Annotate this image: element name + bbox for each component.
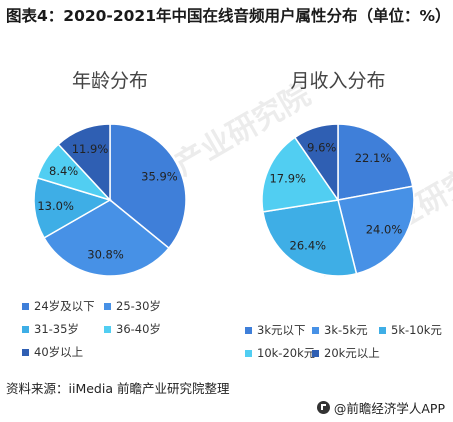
- pie-slice: [262, 199, 358, 277]
- legend-label: 25-30岁: [116, 299, 161, 313]
- legend-label: 40岁以上: [34, 345, 84, 359]
- figure-title: 图表4：2020-2021年中国在线音频用户属性分布（单位：%）: [6, 7, 451, 25]
- slice-label: 17.9%: [269, 171, 306, 185]
- age-chart-title: 年龄分布: [71, 70, 148, 92]
- legend-label: 3k元以下: [257, 323, 306, 337]
- legend-item: 10k-20k元: [245, 345, 315, 361]
- legend-swatch: [22, 348, 29, 356]
- legend-item: 3k元以下: [245, 322, 305, 338]
- pie-slice: [293, 123, 339, 203]
- slice-label: 30.8%: [87, 248, 124, 262]
- legend-swatch: [312, 349, 319, 357]
- legend-item: 25-30岁: [104, 298, 161, 314]
- legend-label: 20k元以上: [324, 346, 380, 360]
- income-pie-chart: 22.1% 24.0% 26.4% 17.9% 9.6%: [261, 123, 415, 277]
- legend-label: 10k-20k元: [257, 346, 316, 360]
- brand-credit: @前瞻经济学人APP: [316, 398, 445, 417]
- legend-label: 3k-5k元: [324, 323, 368, 337]
- pie-slice: [337, 123, 414, 201]
- age-pie-chart: 35.9% 30.8% 13.0% 8.4% 11.9%: [33, 123, 187, 277]
- slice-label: 8.4%: [49, 164, 78, 178]
- legend-item: 24岁及以下: [22, 298, 95, 314]
- legend-item: 5k-10k元: [379, 322, 442, 338]
- legend-swatch: [22, 302, 29, 310]
- age-legend: 24岁及以下 25-30岁 31-35岁 36-40岁 40岁以上: [22, 298, 232, 360]
- slice-label: 22.1%: [355, 151, 392, 165]
- pie-slice: [109, 123, 187, 250]
- legend-swatch: [379, 326, 386, 334]
- slice-label: 13.0%: [37, 199, 74, 213]
- legend-swatch: [245, 326, 252, 334]
- source-note: 资料来源：iiMedia 前瞻产业研究院整理: [6, 381, 230, 396]
- brand-logo-icon: [316, 401, 330, 414]
- legend-label: 24岁及以下: [34, 299, 95, 313]
- legend-item: 36-40岁: [104, 321, 161, 337]
- pie-slice: [57, 123, 111, 202]
- legend-item: 20k元以上: [312, 345, 380, 361]
- slice-label: 11.9%: [72, 142, 109, 156]
- legend-swatch: [312, 326, 319, 334]
- legend-swatch: [104, 325, 111, 333]
- income-chart-title: 月收入分布: [290, 70, 386, 92]
- legend-label: 31-35岁: [34, 322, 79, 336]
- legend-item: 40岁以上: [22, 344, 83, 360]
- pie-slice: [33, 176, 112, 239]
- legend-swatch: [22, 325, 29, 333]
- legend-label: 5k-10k元: [391, 323, 442, 337]
- slice-label: 24.0%: [366, 223, 403, 237]
- income-legend: 3k元以下 3k-5k元 5k-10k元 10k-20k元 20k元以上: [245, 322, 450, 362]
- slice-label: 9.6%: [307, 141, 336, 155]
- brand-text: @前瞻经济学人APP: [333, 401, 445, 416]
- legend-label: 36-40岁: [116, 322, 161, 336]
- pie-slice: [43, 199, 170, 277]
- pie-slice: [337, 185, 415, 275]
- pie-slice: [261, 136, 340, 213]
- legend-swatch: [104, 302, 111, 310]
- legend-item: 31-35岁: [22, 321, 79, 337]
- legend-item: 3k-5k元: [312, 322, 368, 338]
- slice-label: 26.4%: [290, 239, 327, 253]
- legend-swatch: [245, 349, 252, 357]
- slice-label: 35.9%: [141, 170, 178, 184]
